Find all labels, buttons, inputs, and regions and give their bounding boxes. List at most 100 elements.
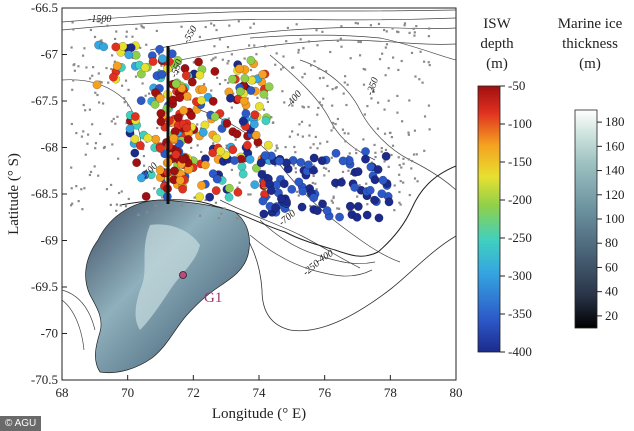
sample-point (110, 120, 113, 123)
isw-marker (228, 74, 237, 84)
sample-point (374, 155, 377, 159)
sample-point (383, 160, 386, 163)
sample-point (123, 101, 126, 104)
sample-point (294, 167, 297, 170)
sample-point (225, 144, 228, 147)
sample-point (199, 127, 203, 130)
sample-point (412, 153, 416, 156)
isw-marker (187, 77, 197, 87)
sample-point (274, 164, 277, 167)
sample-point (341, 128, 345, 131)
sample-point (403, 22, 407, 25)
sample-point (89, 170, 93, 174)
sample-point (309, 146, 312, 149)
sample-point (256, 96, 259, 99)
sample-point (358, 54, 362, 57)
isw-marker (246, 55, 256, 65)
sample-point (139, 46, 142, 49)
sample-point (349, 57, 352, 60)
sample-point (292, 66, 295, 69)
sample-point (340, 45, 343, 48)
sample-point (266, 97, 269, 100)
ice-colorbar-title-line2: thickness (562, 36, 618, 52)
sample-point (312, 143, 315, 146)
y-tick-label: -70.5 (31, 372, 58, 387)
sample-point (82, 130, 85, 133)
sample-point (249, 68, 253, 72)
sample-point (385, 30, 388, 33)
sample-point (157, 53, 161, 56)
sample-point (220, 212, 223, 215)
sample-point (316, 147, 319, 150)
sample-point (228, 24, 231, 27)
ice-tick-label: 80 (605, 235, 618, 250)
sample-point (401, 120, 404, 123)
sample-point (80, 188, 83, 191)
isw-marker (175, 93, 185, 103)
ice-tick-label: 60 (605, 259, 618, 274)
ice-tick-label: 20 (605, 308, 618, 323)
sample-point (71, 202, 74, 205)
isw-marker (238, 169, 248, 179)
isw-marker (378, 175, 388, 185)
sample-point (423, 115, 427, 118)
sample-point (427, 61, 430, 64)
sample-point (415, 153, 418, 156)
sample-point (297, 51, 300, 54)
x-tick-label: 74 (253, 385, 267, 400)
sample-point (314, 135, 317, 139)
sample-point (107, 81, 110, 84)
sample-point (70, 166, 73, 169)
sample-point (86, 142, 89, 145)
isw-tick-label: -350 (508, 306, 532, 321)
sample-point (190, 146, 193, 149)
isw-marker (181, 70, 191, 80)
sample-point (236, 186, 239, 189)
isw-marker (250, 110, 260, 120)
isw-marker (370, 175, 380, 185)
isw-marker (287, 184, 297, 194)
sample-point (124, 79, 128, 82)
isw-marker (198, 85, 208, 94)
sample-point (370, 97, 373, 100)
isw-marker (309, 165, 318, 175)
sample-point (213, 45, 216, 48)
sample-point (335, 86, 338, 89)
isw-marker (250, 180, 260, 190)
sample-point (287, 209, 291, 212)
sample-point (408, 31, 411, 35)
site-g1-marker (179, 271, 187, 279)
isw-marker (257, 169, 267, 179)
sample-point (343, 132, 346, 135)
sample-point (282, 66, 285, 69)
sample-point (142, 26, 145, 29)
sample-point (291, 104, 294, 107)
site-g1-label: G1 (204, 290, 222, 306)
sample-point (81, 208, 84, 211)
isw-marker (242, 140, 252, 150)
credit-badge: © AGU (0, 416, 42, 431)
sample-point (380, 150, 383, 153)
sample-point (83, 187, 86, 190)
sample-point (141, 25, 144, 29)
sample-point (332, 126, 335, 129)
isw-marker (196, 96, 206, 105)
isw-marker (235, 64, 244, 74)
sample-point (312, 164, 316, 167)
sample-point (399, 203, 402, 206)
sample-point (428, 27, 431, 30)
sample-point (120, 190, 123, 193)
sample-point (282, 55, 285, 58)
isw-marker (178, 154, 188, 164)
sample-point (342, 92, 345, 95)
sample-point (313, 60, 316, 63)
isw-marker (151, 134, 161, 144)
ice-colorbar-ticks: 180 160 140 120 100 80 60 40 20 (597, 114, 625, 323)
sample-point (144, 94, 147, 97)
sample-point (397, 68, 400, 72)
sample-point (399, 180, 402, 183)
isw-marker (312, 206, 322, 216)
sample-point (366, 104, 369, 108)
sample-point (88, 77, 92, 80)
sample-point (91, 123, 94, 126)
